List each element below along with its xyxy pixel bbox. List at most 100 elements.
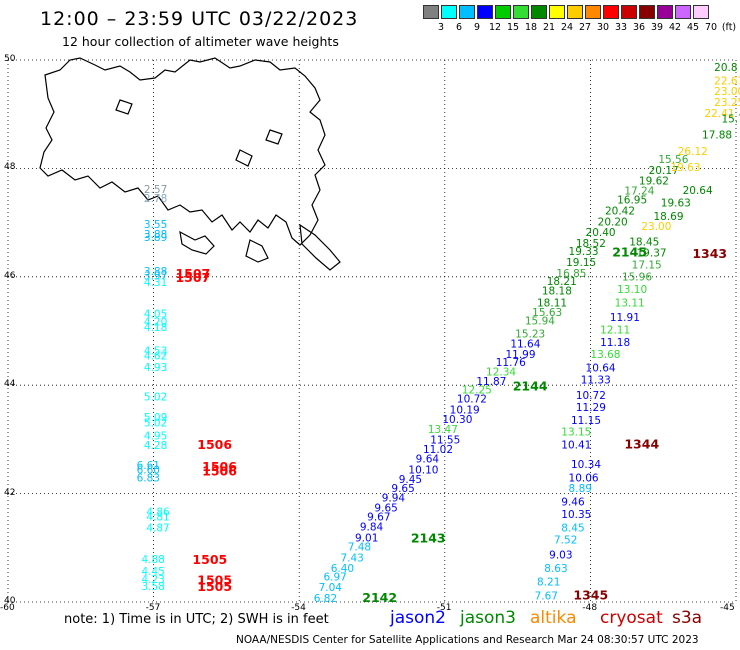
wave-height-labels: 2.572.783.553.883.893.883.974.314.054.20… (137, 62, 740, 605)
scale-label: 9 (473, 22, 481, 33)
orbit-number: 1506 (197, 437, 232, 452)
scale-swatch (477, 5, 493, 19)
wave-height-value: 4.86 (146, 506, 170, 518)
scale-swatch (585, 5, 601, 19)
wave-height-value: 10.35 (561, 509, 591, 521)
wave-height-value: 15.96 (622, 272, 652, 284)
wave-height-value: 10.72 (576, 390, 606, 402)
wave-height-value: 2.57 (144, 184, 167, 196)
scale-swatch (459, 5, 475, 19)
wave-height-value: 3.58 (141, 581, 164, 593)
wave-height-value: 4.23 (141, 574, 164, 586)
scale-swatch (549, 5, 565, 19)
wave-height-value: 11.55 (430, 435, 460, 447)
wave-height-value: 12.34 (486, 366, 516, 378)
wave-height-value: 10.06 (569, 473, 599, 485)
wave-height-value: 9.65 (374, 502, 397, 514)
wave-height-value: 4.20 (144, 317, 167, 329)
wave-height-value: 4.88 (141, 554, 164, 566)
wave-height-value: 20.40 (586, 227, 616, 239)
wave-height-value: 19.33 (569, 246, 599, 258)
wave-height-value: 16.95 (617, 195, 647, 207)
wave-height-value: 11.76 (496, 357, 526, 369)
lon-tick-label: -51 (436, 603, 452, 613)
wave-height-value: 7.67 (535, 590, 558, 602)
wave-height-value: 11.64 (510, 338, 540, 350)
wave-height-value: 10.72 (457, 394, 487, 406)
wave-height-value: 3.89 (144, 232, 167, 244)
wave-height-value: 4.31 (144, 277, 167, 289)
wave-height-value: 19.62 (639, 176, 669, 188)
wave-height-value: 4.53 (144, 345, 167, 357)
wave-height-value: 15.23 (515, 329, 545, 341)
lon-tick-label: -57 (145, 603, 161, 613)
wave-height-value: 7.52 (554, 534, 577, 546)
wave-height-value: 19.15 (566, 257, 596, 269)
wave-height-value: 3.88 (144, 266, 167, 278)
wave-height-value: 13.15 (561, 427, 591, 439)
wave-height-value: 13.68 (590, 349, 620, 361)
wave-height-value: 13.11 (615, 298, 645, 310)
wave-height-value: 7.04 (319, 582, 343, 594)
wave-height-value: 6.61 (137, 460, 160, 472)
wave-height-value: 11.87 (476, 376, 506, 388)
wave-height-value: 4.87 (146, 523, 169, 535)
scale-swatch (531, 5, 547, 19)
footer-credit: NOAA/NESDIS Center for Satellite Applica… (236, 634, 699, 646)
wave-height-value: 15.63 (532, 307, 562, 319)
wave-height-value: 9.46 (561, 497, 585, 509)
wave-height-value: 4.81 (146, 512, 169, 524)
lon-tick-label: -54 (291, 603, 306, 613)
wave-height-value: 6.97 (323, 571, 346, 583)
scale-label: 12 (488, 22, 502, 33)
wave-height-value: 9.64 (416, 454, 440, 466)
wave-height-value: 11.99 (505, 349, 535, 361)
wave-height-value: 11.33 (581, 375, 611, 387)
wave-height-value: 16.85 (556, 268, 586, 280)
orbit-number: 1507 (175, 266, 210, 281)
orbit-number: 2144 (513, 379, 548, 394)
wave-height-value: 18.45 (629, 236, 659, 248)
wave-height-value: 22.41 (704, 108, 734, 120)
wave-height-value: 15.79 (721, 113, 740, 125)
scale-label: 6 (455, 22, 463, 33)
orbit-number: 1344 (624, 437, 659, 452)
orbit-number: 2145 (612, 245, 647, 260)
scale-label: 15 (506, 22, 520, 33)
wave-height-value: 20.17 (649, 165, 679, 177)
wave-height-value: 18.18 (542, 286, 572, 298)
scale-swatch (693, 5, 709, 19)
scale-swatch (639, 5, 655, 19)
orbit-number: 1505 (197, 579, 232, 594)
lat-tick-label: 44 (4, 379, 16, 390)
wave-height-value: 6.82 (314, 593, 337, 605)
title: 12:00 – 23:59 UTC 03/22/2023 (40, 8, 359, 30)
wave-height-value: 9.67 (367, 512, 390, 524)
legend-jason3: jason3 (460, 608, 516, 628)
scale-unit: (ft) (721, 22, 737, 33)
lat-tick-label: 46 (4, 270, 16, 281)
wave-height-value: 20.20 (598, 216, 628, 228)
scale-label: 33 (614, 22, 628, 33)
wave-height-value: 18.11 (537, 298, 567, 310)
scale-label: 36 (632, 22, 646, 33)
wave-height-value: 7.48 (348, 542, 371, 554)
legend-altika: altika (530, 608, 577, 628)
wave-height-value: 4.05 (144, 308, 167, 320)
wave-height-value: 5.09 (144, 412, 167, 424)
legend-cryosat: cryosat (600, 608, 663, 628)
scale-swatch (603, 5, 619, 19)
coastline (39, 57, 341, 271)
lat-tick-label: 42 (4, 487, 16, 498)
scale-label: 45 (686, 22, 700, 33)
orbit-number: 1505 (197, 573, 232, 588)
wave-height-value: 10.19 (450, 404, 480, 416)
wave-height-value: 26.12 (678, 146, 708, 158)
scale-swatch (441, 5, 457, 19)
orbit-number: 1345 (573, 587, 608, 602)
lat-tick-label: 50 (4, 54, 16, 64)
wave-height-value: 11.29 (576, 402, 606, 414)
scale-swatch (495, 5, 511, 19)
